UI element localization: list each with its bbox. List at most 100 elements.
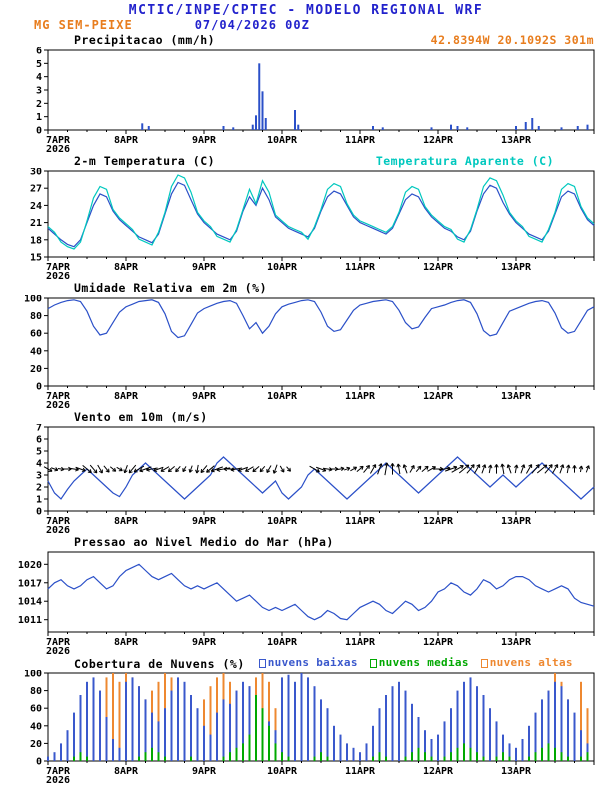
panel-title-precipitation: Precipitacao (mm/h) (74, 33, 216, 47)
svg-text:40: 40 (30, 721, 42, 732)
svg-text:7: 7 (36, 424, 42, 434)
panel-title-temperature: 2-m Temperatura (C) (74, 154, 216, 168)
svg-text:9APR: 9APR (192, 262, 217, 273)
svg-text:8APR: 8APR (114, 391, 139, 402)
svg-text:2026: 2026 (46, 646, 70, 655)
svg-text:60: 60 (30, 704, 42, 715)
svg-text:12APR: 12APR (423, 516, 454, 527)
svg-text:13APR: 13APR (501, 262, 532, 273)
svg-text:2: 2 (36, 483, 42, 494)
panel-temperature: 2-m Temperatura (C) Temperatura Aparente… (4, 154, 608, 280)
svg-text:6: 6 (36, 47, 42, 57)
legend-swatch-mid-clouds-icon (369, 658, 377, 668)
svg-text:10APR: 10APR (267, 135, 298, 146)
svg-text:7APR: 7APR (46, 766, 71, 777)
svg-text:2026: 2026 (46, 144, 70, 153)
svg-text:13APR: 13APR (501, 637, 532, 648)
panel-clouds: Cobertura de Nuvens (%) nuvens baixas nu… (4, 656, 608, 784)
svg-text:40: 40 (30, 346, 42, 357)
svg-text:9APR: 9APR (192, 135, 217, 146)
svg-text:1014: 1014 (18, 597, 42, 608)
svg-text:2: 2 (36, 99, 42, 110)
svg-text:27: 27 (30, 184, 42, 195)
svg-text:24: 24 (30, 201, 42, 212)
svg-text:8APR: 8APR (114, 262, 139, 273)
svg-text:100: 100 (24, 670, 42, 680)
panel-pressure: Pressao ao Nivel Medio do Mar (hPa) 1011… (4, 535, 608, 655)
svg-text:2026: 2026 (46, 271, 70, 280)
svg-text:13APR: 13APR (501, 516, 532, 527)
svg-text:10APR: 10APR (267, 637, 298, 648)
model-title: MCTIC/INPE/CPTEC - MODELO REGIONAL WRF (128, 3, 484, 18)
cloud-legend: nuvens baixas nuvens medias nuvens altas (258, 656, 573, 670)
svg-text:1: 1 (36, 495, 42, 506)
legend-swatch-high-clouds-icon (480, 658, 488, 668)
svg-text:60: 60 (30, 329, 42, 340)
svg-text:1017: 1017 (18, 578, 42, 589)
svg-text:8APR: 8APR (114, 766, 139, 777)
panel-title-row: Pressao ao Nivel Medio do Mar (hPa) (4, 535, 608, 549)
svg-text:18: 18 (30, 235, 42, 246)
panel-title-row: Umidade Relativa em 2m (%) (4, 281, 608, 295)
svg-text:8APR: 8APR (114, 637, 139, 648)
svg-text:11APR: 11APR (345, 391, 376, 402)
svg-text:10APR: 10APR (267, 766, 298, 777)
svg-text:7APR: 7APR (46, 637, 71, 648)
svg-text:0: 0 (36, 757, 42, 768)
svg-text:12APR: 12APR (423, 262, 454, 273)
svg-text:11APR: 11APR (345, 135, 376, 146)
panel-title-row: Precipitacao (mm/h) 42.8394W 20.1092S 30… (4, 33, 608, 47)
svg-text:7APR: 7APR (46, 391, 71, 402)
panel-title-row: 2-m Temperatura (C) Temperatura Aparente… (4, 154, 608, 168)
svg-text:80: 80 (30, 311, 42, 322)
svg-text:20: 20 (30, 364, 42, 375)
header-subrow: MG SEM-PEIXE 07/04/2026 00Z (4, 18, 608, 32)
panel-humidity: Umidade Relativa em 2m (%) 0 20 40 60 80 100 7… (4, 281, 608, 409)
svg-text:3: 3 (36, 471, 42, 482)
svg-text:1: 1 (36, 112, 42, 123)
svg-text:1011: 1011 (18, 615, 42, 626)
legend-item-high-clouds: nuvens altas (480, 656, 573, 670)
legend-label-high-clouds: nuvens altas (489, 656, 573, 669)
svg-text:100: 100 (24, 295, 42, 305)
svg-text:3: 3 (36, 86, 42, 97)
svg-text:6: 6 (36, 435, 42, 446)
legend-item-mid-clouds: nuvens medias (369, 656, 469, 670)
svg-text:7APR: 7APR (46, 262, 71, 273)
svg-text:12APR: 12APR (423, 391, 454, 402)
svg-text:11APR: 11APR (345, 516, 376, 527)
legend-swatch-low-clouds-icon (258, 658, 266, 668)
legend-label-mid-clouds: nuvens medias (378, 656, 469, 669)
svg-text:12APR: 12APR (423, 766, 454, 777)
svg-text:10APR: 10APR (267, 516, 298, 527)
svg-text:11APR: 11APR (345, 262, 376, 273)
svg-text:80: 80 (30, 686, 42, 697)
svg-text:4: 4 (36, 72, 42, 83)
svg-text:13APR: 13APR (501, 391, 532, 402)
svg-text:5: 5 (36, 59, 42, 70)
svg-text:21: 21 (30, 218, 42, 229)
svg-text:13APR: 13APR (501, 135, 532, 146)
svg-text:9APR: 9APR (192, 516, 217, 527)
svg-text:9APR: 9APR (192, 766, 217, 777)
svg-text:5: 5 (36, 447, 42, 458)
svg-text:13APR: 13APR (501, 766, 532, 777)
panel-title-row: Cobertura de Nuvens (%) nuvens baixas nu… (4, 656, 608, 671)
svg-text:1020: 1020 (18, 560, 42, 571)
svg-text:0: 0 (36, 382, 42, 393)
svg-text:2026: 2026 (46, 400, 70, 409)
panel-title-pressure: Pressao ao Nivel Medio do Mar (hPa) (74, 535, 334, 549)
coords-label: 42.8394W 20.1092S 301m (430, 33, 594, 47)
svg-text:7APR: 7APR (46, 516, 71, 527)
svg-text:8APR: 8APR (114, 135, 139, 146)
legend-item-low-clouds: nuvens baixas (258, 656, 358, 670)
svg-text:4: 4 (36, 459, 42, 470)
svg-text:7APR: 7APR (46, 135, 71, 146)
